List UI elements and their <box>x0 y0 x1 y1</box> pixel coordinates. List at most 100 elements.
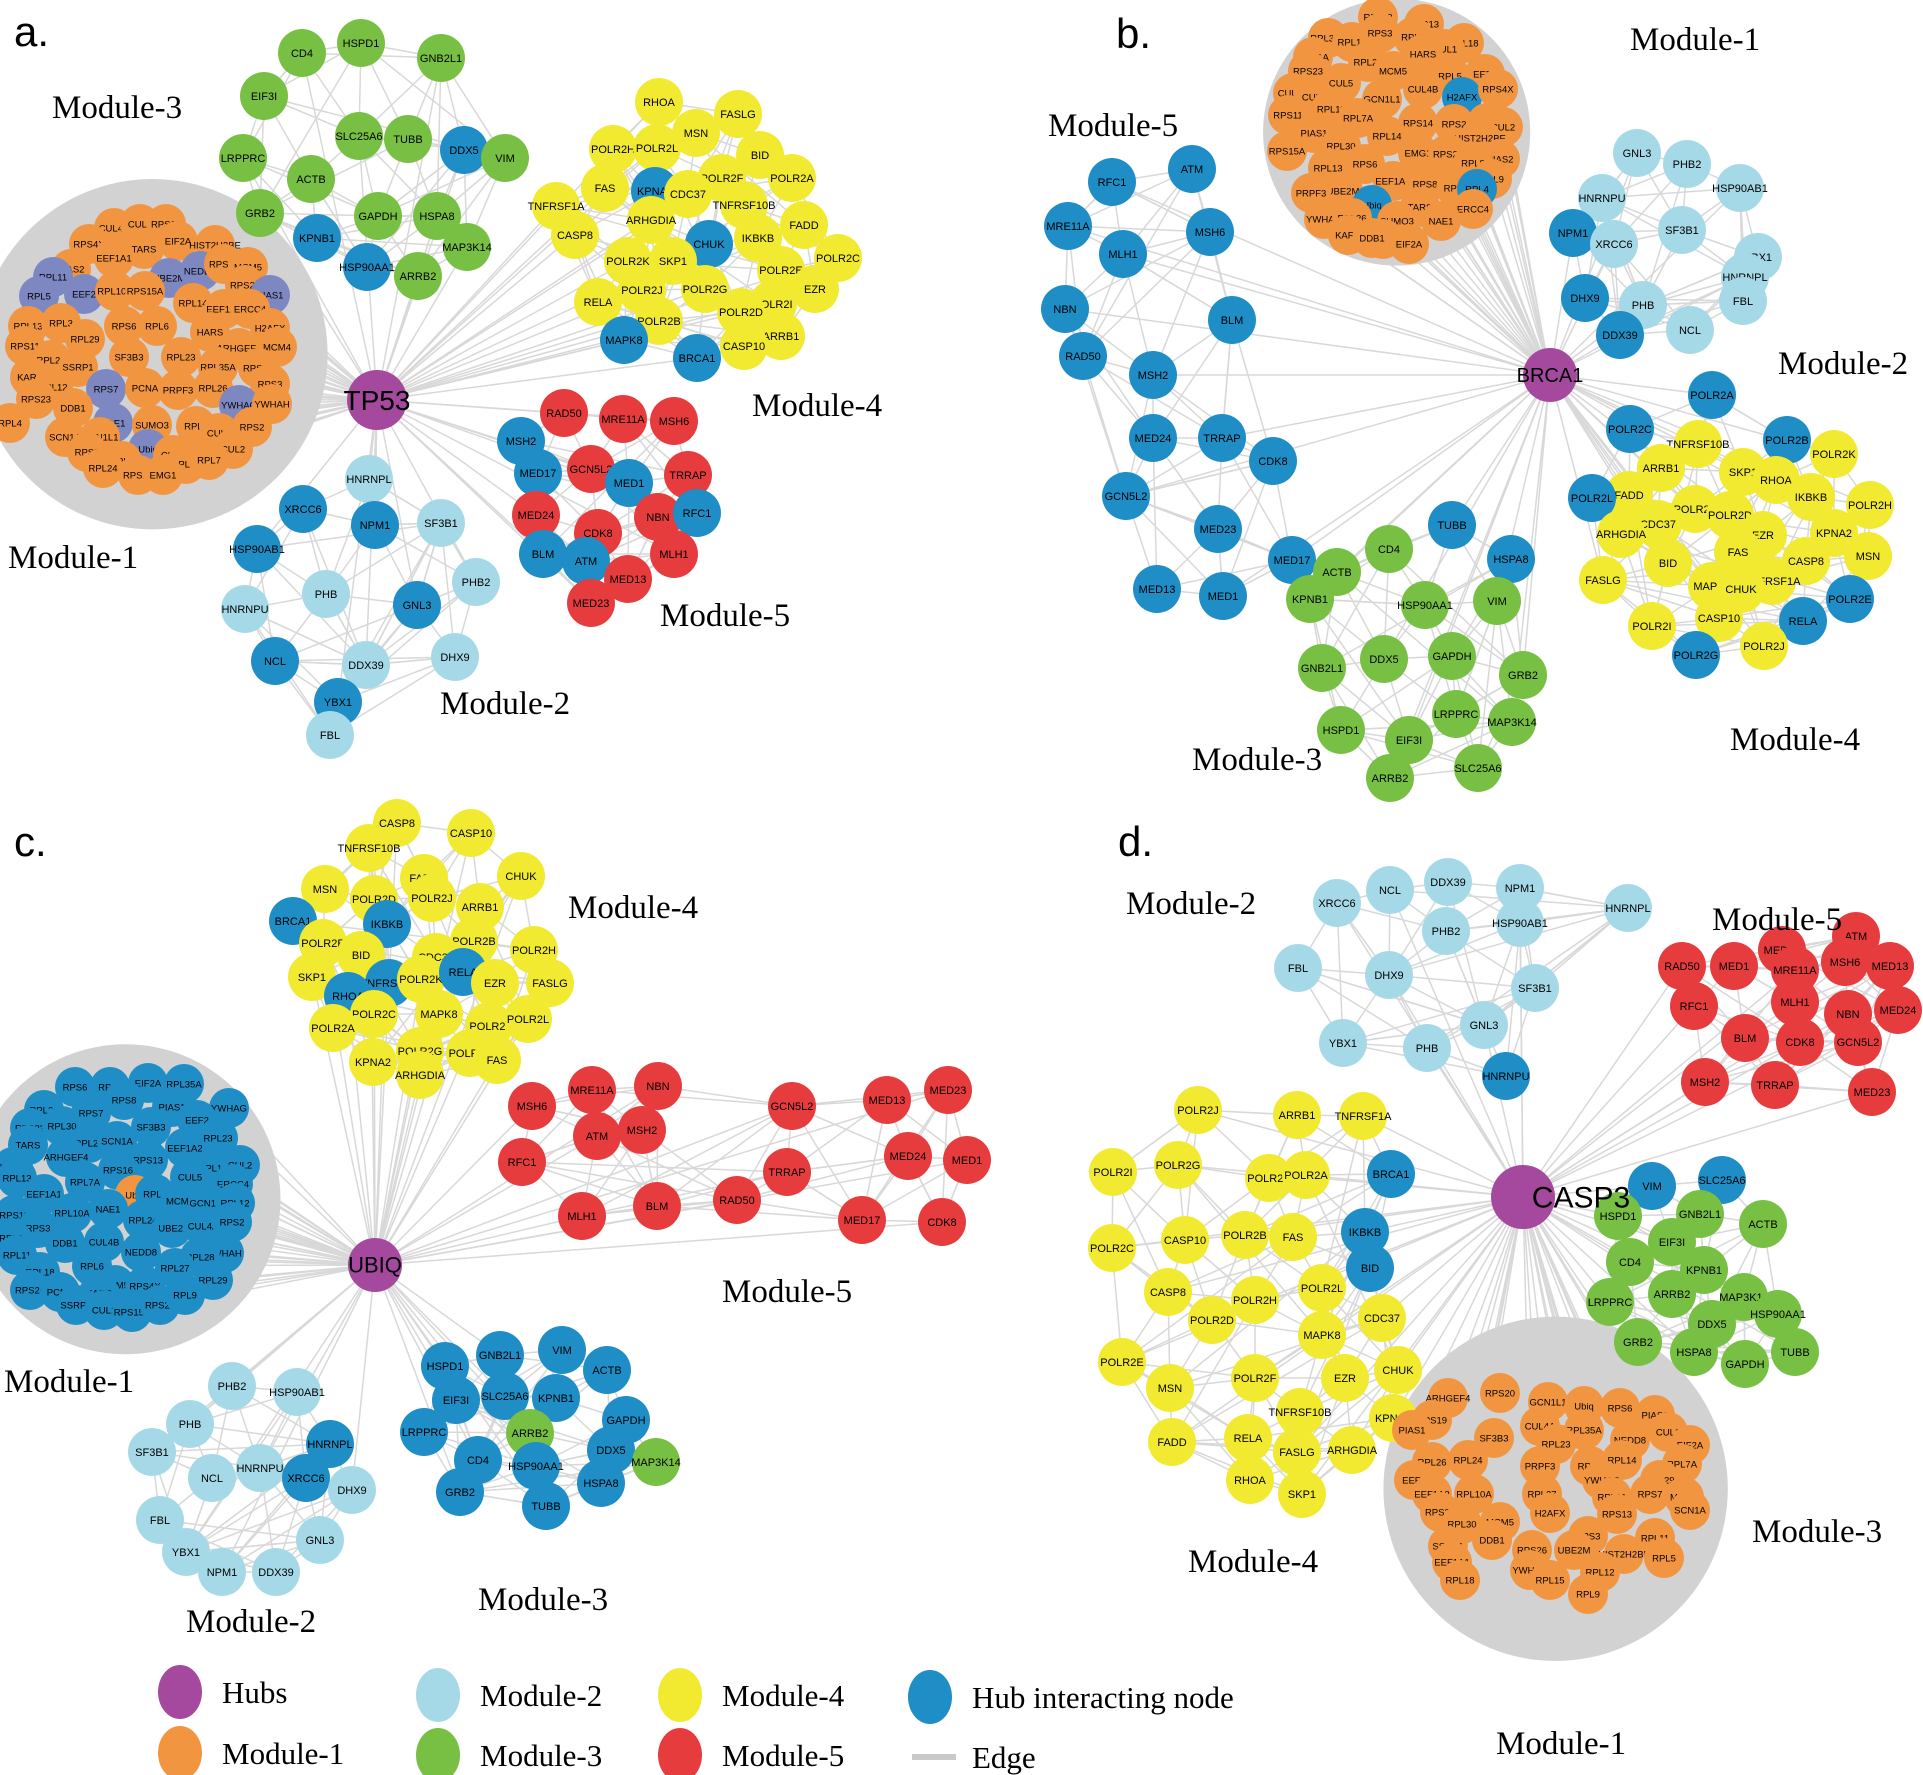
node-MRE11A[interactable]: MRE11A <box>599 395 647 443</box>
node-KPNB1[interactable]: KPNB1 <box>293 214 341 262</box>
node-XRCC6[interactable]: XRCC6 <box>282 1454 330 1502</box>
node-HSP90AA1[interactable]: HSP90AA1 <box>339 243 395 291</box>
node-EIF3I[interactable]: EIF3I <box>432 1376 480 1424</box>
node-HSP90AB1[interactable]: HSP90AB1 <box>1492 899 1548 947</box>
node-POLR2L[interactable]: POLR2L <box>1298 1264 1346 1312</box>
node-EZR[interactable]: EZR <box>791 265 839 313</box>
node-VIM[interactable]: VIM <box>1628 1162 1676 1210</box>
node-POLR2G[interactable]: POLR2G <box>681 265 729 313</box>
node-MRE11A[interactable]: MRE11A <box>568 1066 616 1114</box>
node-ARHGDIA[interactable]: ARHGDIA <box>1327 1426 1378 1474</box>
node-GCN5L2[interactable]: GCN5L2 <box>768 1082 816 1130</box>
node-MSH2[interactable]: MSH2 <box>1129 351 1177 399</box>
node-XRCC6[interactable]: XRCC6 <box>1590 220 1638 268</box>
node-GNB2L1[interactable]: GNB2L1 <box>417 34 465 82</box>
node-POLR2J[interactable]: POLR2J <box>1174 1086 1222 1134</box>
node-KPNB1[interactable]: KPNB1 <box>532 1374 580 1422</box>
node-YBX1[interactable]: YBX1 <box>162 1528 210 1576</box>
node-GRB2[interactable]: GRB2 <box>1499 651 1547 699</box>
node-ACTB[interactable]: ACTB <box>287 155 335 203</box>
node-MAPK8[interactable]: MAPK8 <box>600 316 648 364</box>
node-FBL[interactable]: FBL <box>306 711 354 759</box>
node-POLR2E[interactable]: POLR2E <box>1098 1338 1146 1386</box>
node-NPM1[interactable]: NPM1 <box>351 501 399 549</box>
node-GAPDH[interactable]: GAPDH <box>1428 632 1476 680</box>
node-MED24[interactable]: MED24 <box>1874 986 1922 1034</box>
node-RPS6[interactable]: RPS6 <box>104 306 144 346</box>
node-TUBB[interactable]: TUBB <box>522 1482 570 1530</box>
node-SKP1[interactable]: SKP1 <box>649 237 697 285</box>
node-TRRAP[interactable]: TRRAP <box>664 451 712 499</box>
node-EIF2A[interactable]: EIF2A <box>1389 224 1429 264</box>
node-POLR2C[interactable]: POLR2C <box>1088 1224 1136 1272</box>
node-HNRNPU[interactable]: HNRNPU <box>1482 1052 1530 1100</box>
node-BLM[interactable]: BLM <box>519 530 567 578</box>
node-RPL4[interactable]: RPL4 <box>0 403 30 443</box>
node-RHOA[interactable]: RHOA <box>1226 1456 1274 1504</box>
node-CASP10[interactable]: CASP10 <box>447 809 495 857</box>
node-POLR2J[interactable]: POLR2J <box>1740 622 1788 670</box>
node-NCL[interactable]: NCL <box>251 637 299 685</box>
node-MAPK8[interactable]: MAPK8 <box>1298 1311 1346 1359</box>
node-MLH1[interactable]: MLH1 <box>650 530 698 578</box>
node-RPS15A[interactable]: RPS15A <box>1267 131 1307 171</box>
node-MAP3K14[interactable]: MAP3K14 <box>442 223 492 271</box>
hub-BRCA1[interactable]: BRCA1 <box>1517 348 1584 402</box>
node-SLC25A6[interactable]: SLC25A6 <box>335 112 383 160</box>
node-RPL15[interactable]: RPL15 <box>1530 1560 1570 1600</box>
node-FAS[interactable]: FAS <box>581 164 629 212</box>
node-TUBB[interactable]: TUBB <box>1771 1328 1819 1376</box>
node-RPS13[interactable]: RPS13 <box>1597 1494 1637 1534</box>
node-RPS7[interactable]: RPS7 <box>86 369 126 409</box>
node-MED13[interactable]: MED13 <box>1133 565 1181 613</box>
node-XRCC6[interactable]: XRCC6 <box>279 485 327 533</box>
node-RPL5[interactable]: RPL5 <box>1644 1538 1684 1578</box>
node-DDX39[interactable]: DDX39 <box>252 1548 300 1596</box>
node-SCN1A[interactable]: SCN1A <box>97 1121 137 1161</box>
node-BLM[interactable]: BLM <box>1721 1014 1769 1062</box>
node-POLR2H[interactable]: POLR2H <box>589 125 637 173</box>
node-GNL3[interactable]: GNL3 <box>1460 1001 1508 1049</box>
node-CHUK[interactable]: CHUK <box>685 220 733 268</box>
node-TARS[interactable]: TARS <box>124 229 164 269</box>
node-RPL7[interactable]: RPL7 <box>189 440 229 480</box>
node-POLR2I[interactable]: POLR2I <box>1089 1148 1137 1196</box>
node-EIF3I[interactable]: EIF3I <box>240 72 288 120</box>
node-CUL4B[interactable]: CUL4B <box>1403 69 1443 109</box>
node-RPL6[interactable]: RPL6 <box>137 306 177 346</box>
node-PHB2[interactable]: PHB2 <box>1663 140 1711 188</box>
node-LRPPRC[interactable]: LRPPRC <box>219 134 267 182</box>
node-MSH2[interactable]: MSH2 <box>1681 1058 1729 1106</box>
node-POLR2J[interactable]: POLR2J <box>408 874 456 922</box>
node-YWHAG[interactable]: YWHAG <box>209 1088 249 1128</box>
node-YBX1[interactable]: YBX1 <box>1319 1019 1367 1067</box>
node-CDK8[interactable]: CDK8 <box>918 1198 966 1246</box>
node-PHB[interactable]: PHB <box>302 570 350 618</box>
node-H2AFX[interactable]: H2AFX <box>1530 1493 1570 1533</box>
node-EIF3I[interactable]: EIF3I <box>1385 716 1433 764</box>
node-DDX5[interactable]: DDX5 <box>1360 635 1408 683</box>
node-RELA[interactable]: RELA <box>574 278 622 326</box>
node-NCL[interactable]: NCL <box>1366 866 1414 914</box>
node-DDB1[interactable]: DDB1 <box>45 1223 85 1263</box>
node-MED13[interactable]: MED13 <box>1866 942 1914 990</box>
node-HNRNPU[interactable]: HNRNPU <box>1578 174 1626 222</box>
node-RPL23[interactable]: RPL23 <box>198 1118 238 1158</box>
node-CDC37[interactable]: CDC37 <box>1634 500 1682 548</box>
node-LRPPRC[interactable]: LRPPRC <box>1432 690 1480 738</box>
node-DDB1[interactable]: DDB1 <box>1352 218 1392 258</box>
node-RPL7A[interactable]: RPL7A <box>65 1162 105 1202</box>
node-MED24[interactable]: MED24 <box>884 1132 932 1180</box>
node-GNB2L1[interactable]: GNB2L1 <box>476 1331 524 1379</box>
node-POLR2D[interactable]: POLR2D <box>1188 1296 1236 1344</box>
node-MED23[interactable]: MED23 <box>1848 1068 1896 1116</box>
node-MED17[interactable]: MED17 <box>514 449 562 497</box>
node-HNRNPU[interactable]: HNRNPU <box>236 1444 284 1492</box>
node-PIAS1[interactable]: PIAS1 <box>1392 1410 1432 1450</box>
node-DHX9[interactable]: DHX9 <box>1365 951 1413 999</box>
hub-TP53[interactable]: TP53 <box>344 370 411 430</box>
node-EMG1[interactable]: EMG1 <box>1398 133 1438 173</box>
node-SF3B1[interactable]: SF3B1 <box>1511 964 1559 1012</box>
node-PRPF3[interactable]: PRPF3 <box>158 370 198 410</box>
node-TNFRSF10B[interactable]: TNFRSF10B <box>1269 1388 1332 1436</box>
